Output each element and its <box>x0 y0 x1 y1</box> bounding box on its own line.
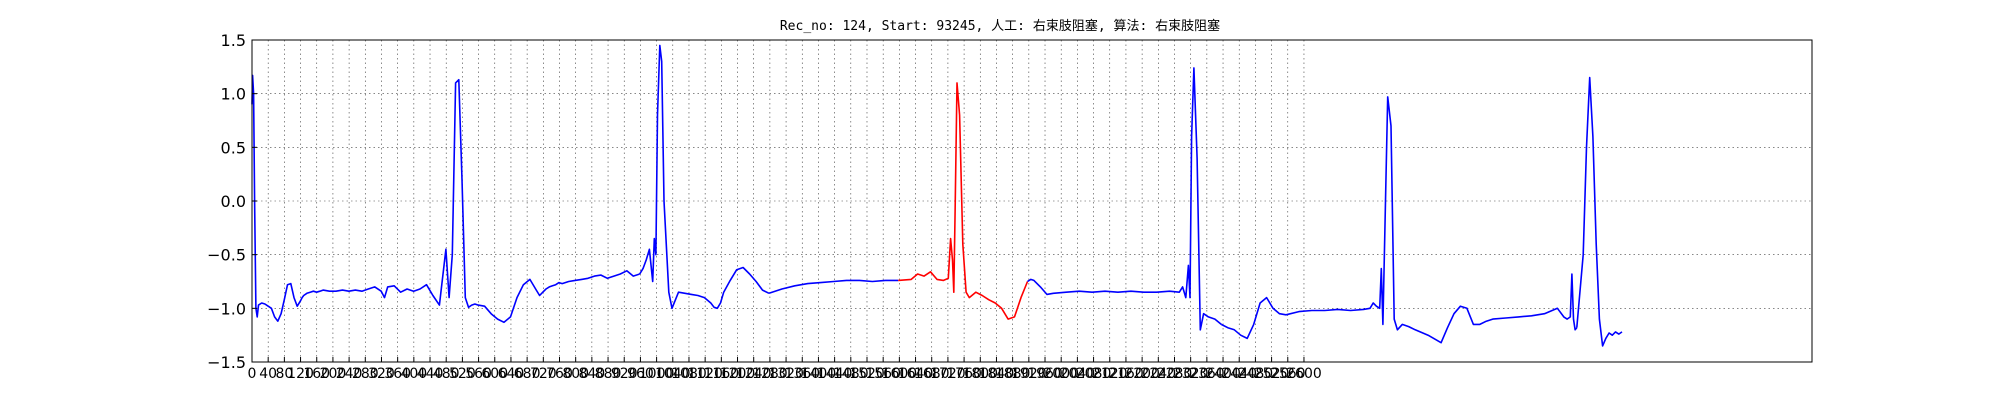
x-tick-label: 200 <box>320 366 347 382</box>
x-tick-label: 2400 <box>1205 366 1241 382</box>
x-tick-label: 2360 <box>1189 366 1225 382</box>
x-tick-label: 2160 <box>1108 366 1144 382</box>
x-tick-label: 2560 <box>1270 366 1306 382</box>
x-tick-label: 1560 <box>865 366 901 382</box>
x-tick-label: 1040 <box>655 366 691 382</box>
x-tick-label: 1880 <box>995 366 1031 382</box>
y-tick-label: 1.5 <box>221 31 246 50</box>
x-tick-label: 920 <box>611 366 638 382</box>
ecg-segment <box>251 74 640 324</box>
x-tick-label: 560 <box>465 366 492 382</box>
x-tick-label: 1080 <box>671 366 707 382</box>
x-tick-label: 320 <box>368 366 395 382</box>
x-tick-label: 880 <box>595 366 622 382</box>
x-tick-label: 1160 <box>704 366 740 382</box>
x-tick-label: 1760 <box>946 366 982 382</box>
ecg-segment <box>1576 76 1623 347</box>
x-tick-label: 640 <box>498 366 525 382</box>
x-tick-label: 2320 <box>1173 366 1209 382</box>
x-tick-label: 1720 <box>930 366 966 382</box>
x-tick-label: 2480 <box>1238 366 1274 382</box>
x-tick-label: 2240 <box>1140 366 1176 382</box>
y-tick-label: −0.5 <box>207 246 246 265</box>
y-tick-label: −1.0 <box>207 299 246 318</box>
x-tick-label: 120 <box>287 366 314 382</box>
x-tick-label: 1480 <box>833 366 869 382</box>
x-tick-label: 1920 <box>1011 366 1047 382</box>
x-tick-label: 2440 <box>1221 366 1257 382</box>
x-tick-label: 960 <box>627 366 654 382</box>
x-tick-label: 1840 <box>979 366 1015 382</box>
ecg-segment <box>1027 67 1222 331</box>
x-tick-label: 280 <box>352 366 379 382</box>
x-tick-label: 1600 <box>882 366 918 382</box>
x-tick-label: 800 <box>562 366 589 382</box>
x-tick-label: 400 <box>400 366 427 382</box>
x-tick-label: 2520 <box>1254 366 1290 382</box>
x-tick-label: 2600 <box>1286 366 1322 382</box>
x-tick-label: 2120 <box>1092 366 1128 382</box>
x-tick-label: 2000 <box>1043 366 1079 382</box>
x-tick-label: 520 <box>449 366 476 382</box>
x-tick-label: 1360 <box>784 366 820 382</box>
ecg-segment-highlighted <box>898 82 1029 320</box>
ecg-segment <box>639 44 770 310</box>
x-tick-label: 2040 <box>1060 366 1096 382</box>
x-tick-label: 720 <box>530 366 557 382</box>
x-tick-label: 1400 <box>801 366 837 382</box>
chart-title: Rec_no: 124, Start: 93245, 人工: 右束肢阻塞, 算法… <box>780 18 1220 34</box>
y-tick-label: 0.0 <box>221 192 246 211</box>
series-layer <box>251 44 1623 347</box>
x-tick-label: 1440 <box>817 366 853 382</box>
x-tick-label: 1960 <box>1027 366 1063 382</box>
x-tick-label: 80 <box>275 366 293 382</box>
x-tick-label: 1520 <box>849 366 885 382</box>
x-tick-label: 160 <box>303 366 330 382</box>
x-tick-label: 1200 <box>720 366 756 382</box>
x-tick-label: 1680 <box>914 366 950 382</box>
x-tick-label: 1320 <box>768 366 804 382</box>
ecg-segment <box>768 279 899 295</box>
tick-layer: 1.51.00.50.0−0.5−1.0−1.50 408012016020024… <box>207 31 1322 382</box>
x-tick-label: 1640 <box>898 366 934 382</box>
x-tick-label: 240 <box>336 366 363 382</box>
x-tick-label: 600 <box>481 366 508 382</box>
x-tick-label: 440 <box>417 366 444 382</box>
y-tick-label: 1.0 <box>221 85 246 104</box>
x-tick-label: 480 <box>433 366 460 382</box>
x-tick-label: 360 <box>384 366 411 382</box>
x-tick-label: 1800 <box>962 366 998 382</box>
x-tick-label: 40 <box>259 366 277 382</box>
x-tick-label: 1000 <box>639 366 675 382</box>
x-tick-label: 1280 <box>752 366 788 382</box>
x-tick-label: 1120 <box>687 366 723 382</box>
x-tick-label: 2080 <box>1076 366 1112 382</box>
x-tick-label: 1240 <box>736 366 772 382</box>
x-tick-label: 760 <box>546 366 573 382</box>
y-tick-label: 0.5 <box>221 138 246 157</box>
x-tick-label: 2200 <box>1124 366 1160 382</box>
ecg-segment <box>1220 96 1578 344</box>
y-tick-label: −1.5 <box>207 353 246 372</box>
x-tick-label: 2280 <box>1157 366 1193 382</box>
x-tick-label: 680 <box>514 366 541 382</box>
x-tick-label: 840 <box>578 366 605 382</box>
x-tick-label: 0 <box>248 366 257 382</box>
